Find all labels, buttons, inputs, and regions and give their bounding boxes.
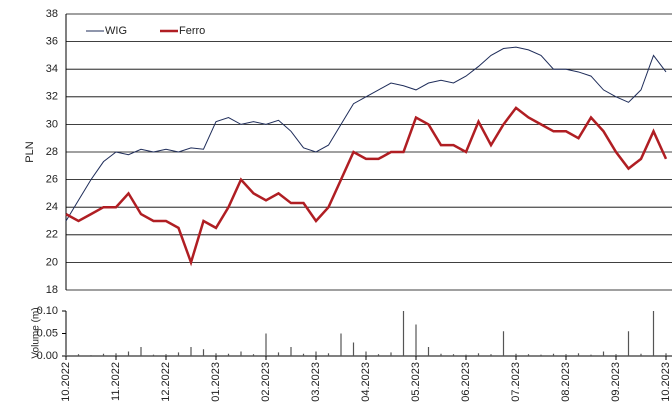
x-tick-label: 07.2023: [510, 362, 522, 402]
volume-bar: [452, 354, 455, 356]
y-tick-label: 24: [46, 201, 58, 213]
x-tick-label: 08.2023: [560, 362, 572, 402]
x-tick-label: 02.2023: [260, 362, 272, 402]
volume-bar: [565, 354, 567, 356]
volume-bar: [465, 354, 467, 356]
volume-bar: [215, 353, 217, 356]
volume-bar: [265, 333, 267, 356]
x-tick-label: 12.2022: [160, 362, 172, 402]
volume-tick-label: 0.05: [37, 327, 58, 339]
volume-bar: [102, 353, 105, 356]
volume-bar: [290, 347, 292, 356]
y-tick-label: 32: [46, 91, 58, 103]
series-line: [65, 46, 667, 222]
volume-bar: [352, 342, 355, 356]
x-tick-label: 04.2023: [360, 362, 372, 402]
volume-bar: [202, 349, 205, 356]
volume-bar: [140, 347, 142, 356]
volume-bar: [427, 347, 430, 356]
x-tick-label: 05.2023: [410, 362, 422, 402]
x-tick-label: 11.2022: [110, 362, 122, 401]
volume-bar: [127, 351, 130, 356]
volume-bar: [227, 353, 230, 356]
y-tick-label: 30: [46, 118, 58, 130]
volume-bar: [340, 333, 342, 356]
y-tick-label: 20: [46, 256, 58, 268]
y-tick-label: 26: [46, 174, 58, 186]
volume-tick-label: 0.00: [37, 350, 58, 362]
y-tick-label: 22: [46, 229, 58, 241]
volume-tick-label: 0.10: [37, 305, 58, 317]
legend-box: [72, 22, 222, 40]
volume-bar: [552, 353, 555, 356]
volume-bar: [90, 355, 92, 356]
volume-bar: [302, 353, 305, 356]
legend-label: Ferro: [179, 25, 205, 37]
volume-bar: [377, 354, 380, 356]
volume-bar: [615, 354, 617, 356]
volume-bar: [390, 352, 392, 356]
x-tick-label: 03.2023: [310, 362, 322, 402]
volume-bar: [515, 353, 517, 356]
volume-bar: [440, 353, 442, 356]
volume-bar: [477, 353, 480, 356]
y-tick-label: 34: [46, 63, 58, 75]
x-tick-label: 10.2022: [60, 362, 72, 402]
volume-bar: [540, 354, 542, 356]
volume-bar: [527, 354, 530, 356]
volume-bar: [77, 354, 80, 356]
volume-bar: [165, 354, 167, 356]
x-tick-label: 01.2023: [210, 362, 222, 402]
volume-bar: [115, 353, 117, 356]
x-tick-label: 10.2023: [660, 362, 672, 402]
volume-bar: [490, 354, 492, 356]
y-tick-label: 38: [46, 8, 58, 20]
volume-bar: [652, 311, 655, 356]
x-tick-label: 09.2023: [610, 362, 622, 402]
x-tick-label: 06.2023: [460, 362, 472, 402]
volume-bar: [190, 347, 192, 356]
volume-bar: [402, 311, 405, 356]
volume-bar: [365, 351, 367, 356]
volume-bar: [502, 331, 505, 356]
y-tick-label: 28: [46, 146, 58, 158]
volume-bar: [152, 354, 155, 356]
volume-bar: [602, 351, 605, 356]
volume-bar: [415, 324, 417, 356]
y-tick-label: 18: [46, 284, 58, 296]
volume-bar: [327, 353, 330, 356]
volume-bar: [627, 331, 630, 356]
volume-bar: [65, 354, 67, 356]
volume-bar: [577, 353, 580, 356]
legend-label: WIG: [105, 25, 127, 37]
volume-bar: [277, 352, 280, 356]
volume-bar: [665, 353, 667, 356]
volume-bar: [240, 351, 242, 356]
volume-bar: [315, 351, 317, 356]
y-tick-label: 36: [46, 36, 58, 48]
volume-bar: [590, 354, 592, 356]
volume-bar: [252, 354, 255, 356]
volume-axis-label: Volume (m): [31, 307, 42, 358]
y-axis-label: PLN: [24, 141, 36, 162]
series-line: [65, 106, 668, 267]
volume-bar: [640, 353, 642, 356]
volume-bar: [177, 352, 180, 356]
